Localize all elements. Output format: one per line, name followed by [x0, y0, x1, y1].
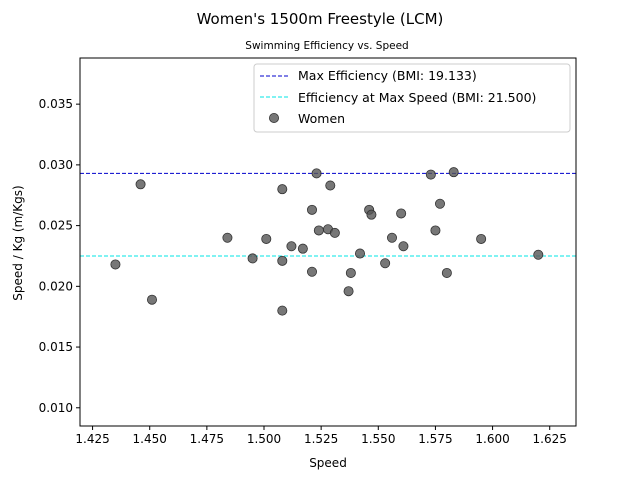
legend: Max Efficiency (BMI: 19.133) Efficiency … — [253, 63, 571, 133]
chart-subtitle: Swimming Efficiency vs. Speed — [245, 40, 408, 52]
data-point — [476, 233, 487, 244]
data-point — [345, 267, 356, 278]
x-axis-label: Speed — [309, 456, 347, 470]
data-point — [396, 208, 407, 219]
data-points — [110, 167, 544, 316]
legend-label-efficiency-at-max-speed: Efficiency at Max Speed (BMI: 21.500) — [298, 90, 536, 105]
x-tick-label: 1.475 — [190, 432, 224, 446]
x-tick-label: 1.625 — [533, 432, 567, 446]
data-point — [311, 168, 322, 179]
data-point — [247, 253, 258, 264]
legend-label-women: Women — [298, 111, 345, 126]
y-tick-label: 0.020 — [39, 279, 73, 293]
data-point — [325, 180, 336, 191]
legend-swatch-women — [268, 113, 279, 124]
x-tick-label: 1.425 — [75, 432, 109, 446]
y-tick-label: 0.025 — [39, 219, 73, 233]
data-point — [366, 209, 377, 220]
data-point — [343, 286, 354, 297]
y-tick-label: 0.010 — [39, 401, 73, 415]
data-point — [448, 167, 459, 178]
data-point — [380, 258, 391, 269]
y-axis-ticks: 0.010 0.015 0.020 0.025 0.030 0.035 — [39, 97, 80, 415]
data-point — [277, 184, 288, 195]
data-point — [441, 267, 452, 278]
data-point — [146, 294, 157, 305]
data-point — [110, 259, 121, 270]
data-point — [286, 241, 297, 252]
x-tick-label: 1.450 — [133, 432, 167, 446]
x-tick-label: 1.550 — [361, 432, 395, 446]
y-axis-label: Speed / Kg (m/Kgs) — [11, 185, 25, 300]
data-point — [297, 243, 308, 254]
x-tick-label: 1.600 — [475, 432, 509, 446]
data-point — [277, 255, 288, 266]
data-point — [261, 233, 272, 244]
data-point — [135, 179, 146, 190]
data-point — [533, 249, 544, 260]
y-tick-label: 0.030 — [39, 158, 73, 172]
data-point — [306, 204, 317, 215]
data-point — [398, 241, 409, 252]
data-point — [222, 232, 233, 243]
legend-label-max-efficiency: Max Efficiency (BMI: 19.133) — [298, 68, 477, 83]
plot-frame — [79, 57, 577, 427]
data-point — [434, 198, 445, 209]
data-point — [306, 266, 317, 277]
reference-lines — [80, 172, 576, 257]
data-point — [329, 227, 340, 238]
x-axis-ticks: 1.425 1.450 1.475 1.500 1.525 1.550 1.575 1.600… — [75, 426, 567, 446]
data-point — [386, 232, 397, 243]
x-tick-label: 1.525 — [304, 432, 338, 446]
x-tick-label: 1.575 — [418, 432, 452, 446]
legend-box — [253, 63, 571, 133]
data-point — [425, 169, 436, 180]
chart-title: Women's 1500m Freestyle (LCM) — [197, 10, 444, 28]
data-point — [277, 305, 288, 316]
y-tick-label: 0.015 — [39, 340, 73, 354]
x-tick-label: 1.500 — [247, 432, 281, 446]
data-point — [430, 225, 441, 236]
data-point — [354, 248, 365, 259]
y-tick-label: 0.035 — [39, 97, 73, 111]
data-point — [313, 225, 324, 236]
